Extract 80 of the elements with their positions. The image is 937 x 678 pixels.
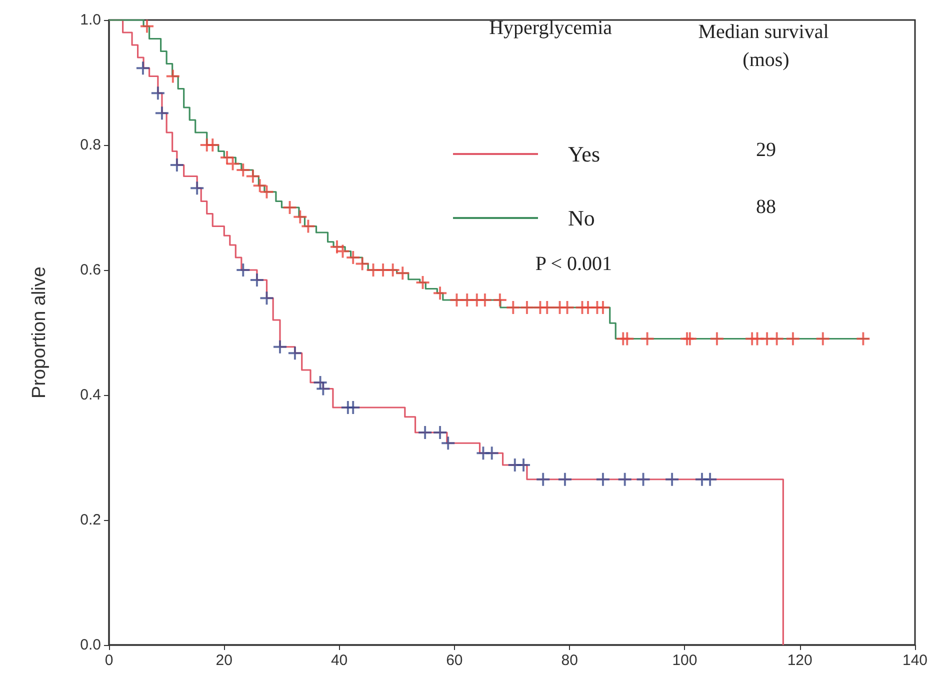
point <box>596 472 610 486</box>
point <box>520 301 534 314</box>
point <box>666 472 679 486</box>
point <box>478 294 492 306</box>
y-tick-label: 0.8 <box>80 136 101 154</box>
point <box>558 472 572 486</box>
point <box>386 264 400 276</box>
point <box>517 458 530 472</box>
x-tick-label: 100 <box>672 652 698 669</box>
point <box>346 251 360 264</box>
point <box>314 376 327 389</box>
point <box>236 164 250 176</box>
point <box>418 426 432 439</box>
x-tick-label: 80 <box>561 652 578 669</box>
point <box>620 332 634 346</box>
x-tick-label: 140 <box>902 652 928 669</box>
annotation: Median survival (mos) <box>698 21 834 71</box>
point <box>416 276 430 289</box>
point <box>288 346 302 360</box>
point <box>260 185 274 198</box>
y-tick-label: 0.6 <box>80 262 101 278</box>
point <box>618 472 632 486</box>
point <box>170 158 184 172</box>
point <box>640 332 654 346</box>
point <box>816 332 830 346</box>
point <box>356 257 369 270</box>
legend-title: Hyperglycemia <box>489 17 612 39</box>
point <box>260 292 274 305</box>
annotation: 88 <box>756 196 776 218</box>
point <box>166 70 180 83</box>
point <box>540 301 554 314</box>
point <box>710 332 724 346</box>
annotation: 29 <box>756 139 776 161</box>
point <box>770 332 784 346</box>
point <box>442 436 455 450</box>
x-tick-label: 40 <box>330 652 348 669</box>
point <box>596 301 610 314</box>
point <box>250 274 264 286</box>
x-tick-label: 120 <box>787 652 812 669</box>
y-tick-label: 1.0 <box>80 12 101 28</box>
point <box>246 170 260 183</box>
y-tick-label: 0.2 <box>80 512 101 528</box>
point <box>283 201 296 214</box>
point <box>294 210 307 224</box>
point <box>434 426 447 439</box>
point <box>434 286 447 300</box>
point <box>560 301 574 314</box>
point <box>786 332 800 346</box>
point <box>506 301 520 314</box>
legend-label: Yes <box>568 142 600 166</box>
point <box>493 294 506 306</box>
point <box>220 151 234 164</box>
point <box>136 62 150 75</box>
y-tick-label: 0.4 <box>80 386 101 404</box>
point <box>151 86 164 100</box>
point <box>636 472 650 486</box>
point <box>190 182 204 195</box>
point <box>316 382 330 396</box>
point <box>236 264 250 276</box>
legend-label: No <box>568 206 595 230</box>
point <box>485 446 498 460</box>
point <box>155 106 168 120</box>
x-tick-label: 20 <box>216 652 232 669</box>
point <box>683 332 696 346</box>
point <box>346 401 360 414</box>
point <box>302 220 315 233</box>
point <box>536 472 550 486</box>
point <box>273 340 286 354</box>
point <box>856 332 870 346</box>
point <box>253 179 266 192</box>
point <box>140 20 154 33</box>
point <box>226 157 240 170</box>
x-tick-label: 60 <box>446 652 463 669</box>
y-axis-title: Proportion alive <box>29 266 50 399</box>
x-tick-label: 0 <box>104 652 114 669</box>
annotation: P < 0.001 <box>535 253 612 275</box>
y-tick-label: 0.0 <box>80 636 101 654</box>
point <box>704 472 717 486</box>
point <box>396 266 410 280</box>
point <box>206 138 220 152</box>
